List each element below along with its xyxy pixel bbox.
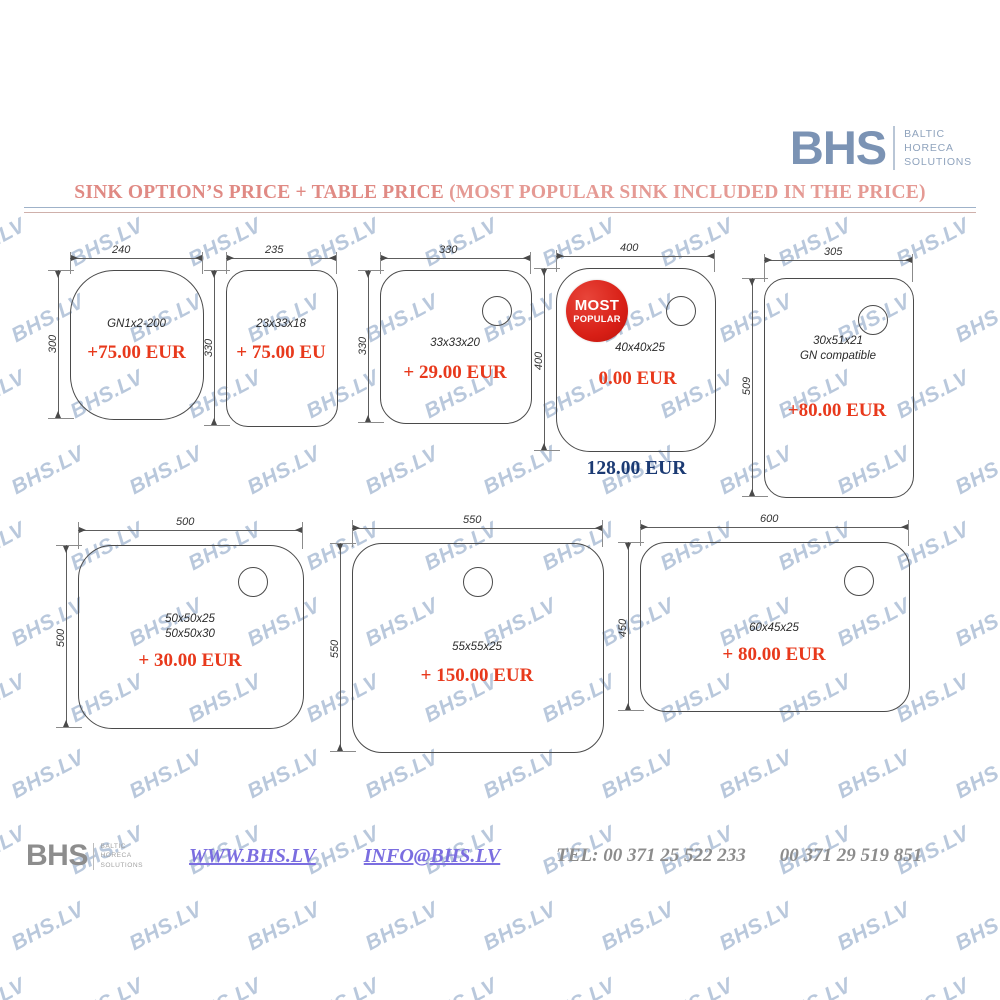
sink-outline — [70, 270, 204, 420]
dim-width-sink-3: 330 — [439, 244, 458, 256]
sink-55x55x25: 55x55x25 + 150.00 EUR — [352, 543, 604, 753]
page-title: SINK OPTION’S PRICE + TABLE PRICE (MOST … — [0, 182, 1000, 204]
footer-logo-tagline-line1: BALTIC — [100, 843, 127, 851]
drain-hole-icon — [238, 567, 268, 597]
footer-logo-divider — [92, 842, 95, 870]
sink-40x40x25: 40x40x25 0.00 EUR 128.00 EUR — [556, 268, 716, 479]
sink-model-label: 30x51x21 — [813, 335, 863, 347]
dim-height-sink-8: 450 — [617, 618, 630, 638]
sink-outline — [78, 545, 304, 729]
most-popular-badge: MOST POPULAR — [566, 280, 628, 342]
dim-width-sink-5: 305 — [824, 246, 843, 258]
sink-outline — [226, 270, 338, 427]
sink-23x33x18: 23x33x18 + 75.00 EU — [226, 270, 338, 427]
sink-model-label: 50x50x25 — [165, 613, 215, 625]
sink-model-label: 40x40x25 — [615, 342, 665, 354]
dim-height-sink-3: 330 — [357, 336, 370, 356]
badge-line2: POPULAR — [573, 313, 621, 324]
sink-outline — [556, 268, 716, 452]
sink-price: 0.00 EUR — [598, 368, 677, 389]
drain-hole-icon — [463, 567, 493, 597]
company-logo-footer: BHS BALTIC HORECA SOLUTIONS — [26, 838, 143, 872]
logo-tagline-line3: SOLUTIONS — [904, 156, 972, 169]
dim-height-sink-1: 300 — [47, 334, 60, 354]
dim-width-sink-6: 500 — [176, 516, 195, 528]
dim-width-sink-1: 240 — [112, 244, 131, 256]
sink-price: +75.00 EUR — [87, 342, 186, 363]
drain-hole-icon — [482, 296, 512, 326]
page-title-block: SINK OPTION’S PRICE + TABLE PRICE (MOST … — [0, 182, 1000, 213]
sink-price: + 80.00 EUR — [722, 644, 826, 665]
sink-model-label: 60x45x25 — [749, 622, 799, 634]
drain-hole-icon — [666, 296, 696, 326]
footer-logo-tagline: BALTIC HORECA SOLUTIONS — [100, 842, 143, 870]
title-underline-rule — [24, 207, 976, 213]
dim-width-sink-7: 550 — [463, 514, 482, 526]
sink-outline — [640, 542, 910, 712]
sink-model-label-2: 50x50x30 — [165, 628, 215, 640]
phone-number-primary: TEL: 00 371 25 522 233 — [556, 845, 746, 866]
sink-50x50x25: 50x50x25 50x50x30 + 30.00 EUR — [78, 545, 304, 729]
dim-width-sink-2: 235 — [265, 244, 284, 256]
footer-logo-tagline-line3: SOLUTIONS — [100, 861, 144, 869]
sink-model-label: 33x33x20 — [430, 337, 480, 349]
footer-logo-wordmark: BHS — [26, 838, 88, 872]
sink-total-price: 128.00 EUR — [586, 458, 687, 479]
dim-height-sink-4: 400 — [533, 351, 546, 371]
sink-model-label: 23x33x18 — [256, 318, 306, 330]
sink-outline — [352, 543, 604, 753]
sink-outline — [380, 270, 532, 424]
logo-tagline-line2: HORECA — [904, 142, 954, 155]
logo-wordmark: BHS — [789, 121, 887, 174]
drain-hole-icon — [844, 566, 874, 596]
sink-price: + 150.00 EUR — [420, 665, 534, 686]
sink-60x45x25: 60x45x25 + 80.00 EUR — [640, 542, 910, 712]
sink-price: + 75.00 EU — [236, 342, 326, 363]
sink-model-label: GN1x2-200 — [107, 318, 166, 330]
sink-outline — [764, 278, 914, 498]
dim-width-sink-4: 400 — [620, 242, 639, 254]
dim-height-sink-5: 509 — [741, 376, 754, 396]
sink-price: + 30.00 EUR — [138, 650, 242, 671]
sink-33x33x20: 33x33x20 + 29.00 EUR — [380, 270, 532, 424]
dim-height-sink-2: 330 — [203, 338, 216, 358]
footer-logo-tagline-line2: HORECA — [100, 852, 132, 860]
page-title-main: SINK OPTION’S PRICE + TABLE PRICE — [74, 182, 444, 203]
phone-number-secondary: 00 371 29 519 851 — [779, 845, 923, 866]
drain-hole-icon — [858, 305, 888, 335]
logo-tagline-line1: BALTIC — [904, 128, 945, 141]
logo-divider — [893, 126, 896, 171]
company-logo-header: BHS BALTIC HORECA SOLUTIONS — [789, 121, 972, 174]
sink-30x51x21: 30x51x21 GN compatible +80.00 EUR — [764, 278, 914, 498]
logo-tagline: BALTIC HORECA SOLUTIONS — [904, 127, 972, 170]
badge-line1: MOST — [574, 296, 620, 314]
email-link[interactable]: INFO@BHS.LV — [363, 844, 501, 867]
sink-gn1x2-200: GN1x2-200 +75.00 EUR — [70, 270, 204, 420]
sink-model-label: 55x55x25 — [452, 641, 502, 653]
website-link[interactable]: WWW.BHS.LV — [189, 844, 316, 867]
page-title-note: (MOST POPULAR SINK INCLUDED IN THE PRICE… — [449, 182, 926, 203]
page-footer: BHS BALTIC HORECA SOLUTIONS WWW.BHS.LV I… — [0, 830, 1000, 882]
dim-height-sink-7: 550 — [329, 639, 342, 659]
sink-model-label-2: GN compatible — [799, 350, 877, 362]
dim-height-sink-6: 500 — [55, 628, 68, 648]
sink-price: +80.00 EUR — [787, 400, 887, 421]
dim-width-sink-8: 600 — [760, 513, 779, 525]
sink-price: + 29.00 EUR — [403, 362, 507, 383]
